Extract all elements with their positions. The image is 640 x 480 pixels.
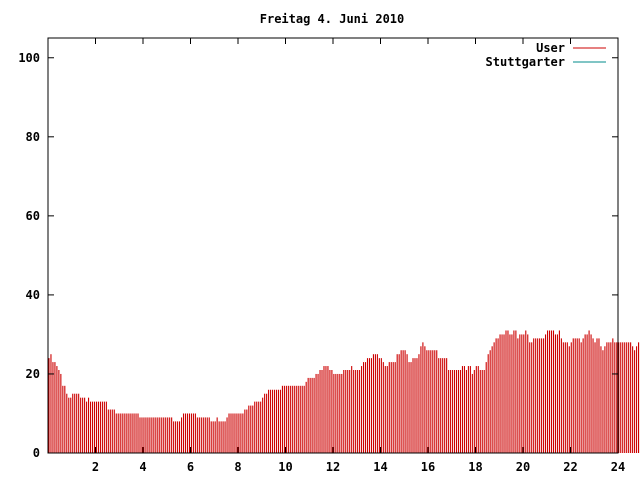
x-tick-label: 2 — [92, 460, 99, 474]
x-tick-label: 6 — [187, 460, 194, 474]
legend-label: Stuttgarter — [486, 55, 565, 69]
chart-title: Freitag 4. Juni 2010 — [260, 12, 405, 26]
x-tick-label: 22 — [563, 460, 577, 474]
x-tick-label: 10 — [278, 460, 292, 474]
plot-frame — [47, 37, 619, 454]
x-tick-label: 24 — [611, 460, 625, 474]
x-tick-label: 20 — [516, 460, 530, 474]
x-tick-label: 16 — [421, 460, 435, 474]
x-tick-label: 18 — [468, 460, 482, 474]
y-tick-label: 100 — [18, 51, 40, 65]
y-tick-label: 0 — [33, 446, 40, 460]
legend-label: User — [536, 41, 565, 55]
y-tick-label: 60 — [26, 209, 40, 223]
bars-group — [48, 330, 640, 453]
x-tick-label: 4 — [139, 460, 146, 474]
y-tick-label: 80 — [26, 130, 40, 144]
y-tick-label: 20 — [26, 367, 40, 381]
y-tick-label: 40 — [26, 288, 40, 302]
x-tick-label: 12 — [326, 460, 340, 474]
x-tick-label: 14 — [373, 460, 387, 474]
x-tick-label: 8 — [234, 460, 241, 474]
